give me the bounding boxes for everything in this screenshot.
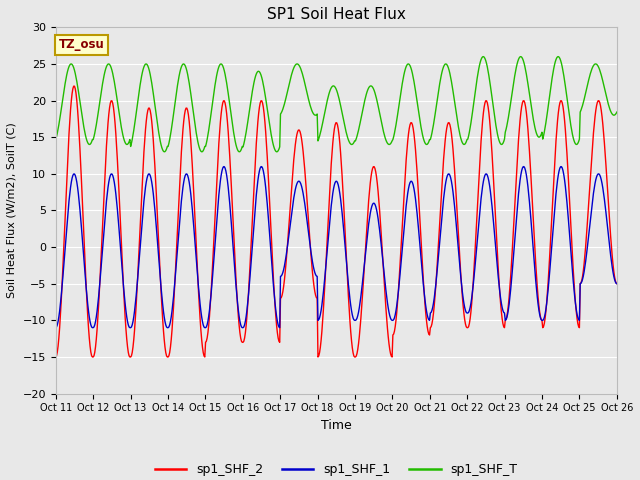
Line: sp1_SHF_2: sp1_SHF_2	[56, 86, 617, 357]
sp1_SHF_T	[405, 61, 413, 67]
sp1_SHF_2	[613, 281, 621, 287]
sp1_SHF_2	[405, 125, 413, 131]
sp1_SHF_2	[207, 290, 215, 296]
Line: sp1_SHF_T: sp1_SHF_T	[56, 57, 617, 152]
sp1_SHF_1	[404, 186, 412, 192]
Text: TZ_osu: TZ_osu	[58, 38, 104, 51]
sp1_SHF_T	[422, 141, 429, 147]
sp1_SHF_1	[520, 164, 527, 169]
sp1_SHF_1	[613, 281, 621, 287]
sp1_SHF_2	[52, 354, 60, 360]
Line: sp1_SHF_1: sp1_SHF_1	[56, 167, 617, 328]
sp1_SHF_1	[421, 296, 429, 302]
sp1_SHF_T	[517, 54, 525, 60]
sp1_SHF_T	[613, 109, 621, 115]
sp1_SHF_1	[52, 325, 60, 331]
sp1_SHF_T	[207, 117, 214, 122]
X-axis label: Time: Time	[321, 419, 351, 432]
sp1_SHF_2	[70, 84, 77, 89]
sp1_SHF_T	[177, 66, 184, 72]
sp1_SHF_T	[52, 137, 60, 143]
sp1_SHF_2	[120, 302, 128, 308]
sp1_SHF_1	[62, 235, 70, 241]
sp1_SHF_2	[177, 149, 185, 155]
sp1_SHF_T	[273, 149, 280, 155]
sp1_SHF_2	[422, 309, 429, 315]
Y-axis label: Soil Heat Flux (W/m2), SoilT (C): Soil Heat Flux (W/m2), SoilT (C)	[7, 122, 17, 298]
sp1_SHF_1	[207, 300, 214, 306]
Legend: sp1_SHF_2, sp1_SHF_1, sp1_SHF_T: sp1_SHF_2, sp1_SHF_1, sp1_SHF_T	[150, 458, 522, 480]
sp1_SHF_T	[120, 135, 127, 141]
sp1_SHF_T	[62, 76, 70, 82]
Title: SP1 Soil Heat Flux: SP1 Soil Heat Flux	[267, 7, 406, 22]
sp1_SHF_1	[177, 206, 184, 212]
sp1_SHF_1	[120, 285, 127, 290]
sp1_SHF_2	[62, 196, 70, 202]
